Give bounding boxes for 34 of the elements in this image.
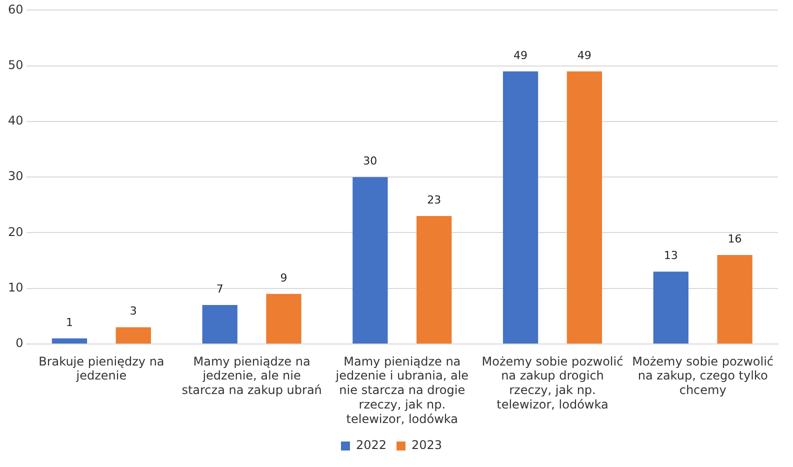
data-label: 3 [130,304,137,318]
x-tick-label: Możemy sobie pozwolić na zakup drogich rzeczy, jak np. telewizor, lodówka [482,354,624,412]
x-tick-label: Mamy pieniądze na jedzenie i ubrania, ale nie starcza na drogie rzeczy, jak np. telewizor, lodówka [334,354,469,426]
data-label: 7 [216,282,224,296]
y-tick-label: 10 [8,280,24,294]
data-label: 30 [363,154,378,168]
bar [416,216,452,344]
bar [352,177,388,344]
y-tick-label: 30 [8,169,24,184]
bar [116,327,151,344]
y-tick-label: 20 [8,224,24,239]
bar [566,71,602,344]
x-tick-label: Mamy pieniądze na jedzenie, ale nie starcza na zakup ubrań [182,354,322,398]
y-tick-label: 0 [16,336,24,350]
data-label: 23 [427,193,442,206]
data-label: 49 [514,48,528,62]
y-tick-label: 40 [8,114,24,128]
bar [202,305,238,344]
data-label: 13 [664,249,678,262]
x-tick-label: Możemy sobie pozwolić na zakup, czego tylko chcemy [632,354,774,398]
y-tick-label: 60 [8,2,24,16]
bar [653,272,688,344]
legend-label: 2022 [356,438,387,452]
data-label: 49 [577,48,592,62]
data-label: 9 [280,271,288,284]
data-label: 16 [728,232,742,246]
bar [52,338,88,344]
bar [266,294,302,344]
y-tick-label: 50 [8,58,24,72]
data-label: 1 [66,316,73,329]
legend-label: 2023 [412,438,442,452]
bar [502,71,538,344]
x-tick-label: Brakuje pieniędzy na jedzenie [38,354,164,383]
bar [717,254,752,344]
